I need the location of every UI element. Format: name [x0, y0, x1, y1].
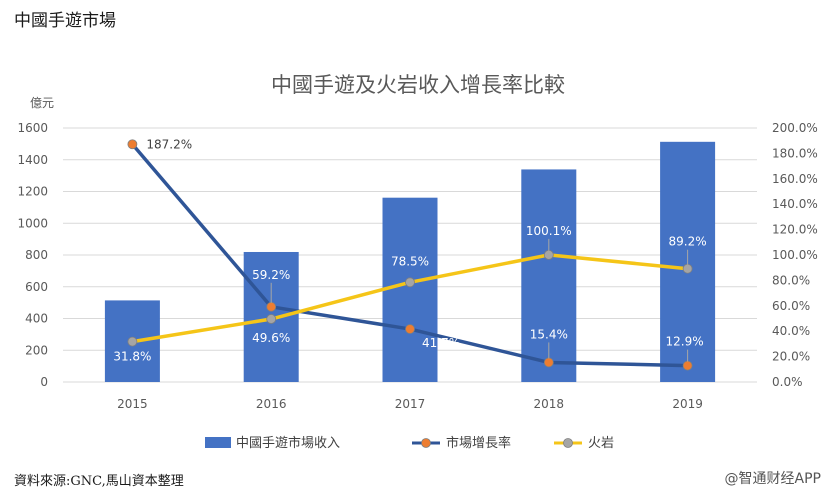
bar-series — [104, 141, 716, 382]
legend-label-line-0: 市場增長率 — [446, 435, 511, 451]
point-series-1-2018 — [543, 249, 554, 260]
watermark: @智通财经APP — [724, 471, 821, 487]
legend-label-bar: 中國手遊市場收入 — [236, 435, 340, 451]
legend-marker-1 — [563, 438, 573, 448]
legend-label-line-1: 火岩 — [588, 436, 614, 451]
y-tick-label: 1400 — [17, 153, 48, 167]
y-tick-label: 1000 — [17, 216, 48, 230]
x-tick-label: 2016 — [256, 397, 287, 411]
left-axis-ticks: 0 200 400 600 800 1000 1200 1400 1600 — [17, 121, 48, 389]
y2-tick-label: 120.0% — [772, 223, 818, 237]
y2-tick-label: 40.0% — [772, 324, 810, 338]
right-axis-ticks: 0.0% 20.0% 40.0% 60.0% 80.0% 100.0% 120.0% 140.… — [772, 121, 818, 389]
y2-tick-label: 100.0% — [772, 248, 818, 262]
legend-marker-0 — [421, 438, 431, 448]
y2-tick-label: 80.0% — [772, 273, 810, 287]
point-series-0-2016 — [266, 301, 277, 312]
data-label-series-0-2015: 187.2% — [146, 137, 192, 151]
data-labels: 187.2% 59.2% 41.7% 15.4% 12.9% 31.8% 49.6% 78.5… — [113, 137, 706, 363]
x-tick-label: 2015 — [117, 397, 148, 411]
y-tick-label: 200 — [25, 343, 48, 357]
point-series-0-2018 — [543, 357, 554, 368]
point-series-1-2017 — [405, 277, 415, 288]
page-title: 中國手遊市場 — [14, 11, 116, 31]
data-label-series-0-2016: 59.2% — [252, 268, 290, 282]
data-label-series-0-2017: 41.7% — [422, 336, 460, 350]
growth-comparison-chart: 中國手遊及火岩收入增長率比較 億元 0 200 400 600 800 1000 1200 1… — [17, 73, 818, 451]
data-label-series-1-2016: 49.6% — [252, 331, 290, 345]
legend-swatch-bar — [205, 437, 231, 448]
source-note: 資料來源:GNC,馬山資本整理 — [14, 474, 184, 489]
y2-tick-label: 20.0% — [772, 350, 810, 364]
y-tick-label: 0 — [40, 375, 48, 389]
data-label-series-1-2017: 78.5% — [391, 254, 429, 268]
chart-title: 中國手遊及火岩收入增長率比較 — [271, 73, 565, 97]
y2-tick-label: 140.0% — [772, 197, 818, 211]
x-tick-label: 2018 — [534, 397, 565, 411]
point-series-0-2015 — [127, 139, 138, 150]
y2-tick-label: 0.0% — [772, 375, 803, 389]
x-axis-ticks: 2015 2016 2017 2018 2019 — [117, 397, 703, 411]
y2-tick-label: 160.0% — [772, 172, 818, 186]
data-label-series-1-2015: 31.8% — [113, 350, 151, 364]
y2-tick-label: 60.0% — [772, 299, 810, 313]
y-tick-label: 400 — [25, 312, 48, 326]
line-series — [127, 139, 693, 371]
data-label-series-0-2018: 15.4% — [530, 327, 568, 341]
bar-2017 — [382, 197, 438, 382]
y-tick-label: 800 — [25, 248, 48, 262]
y2-tick-label: 180.0% — [772, 146, 818, 160]
point-series-1-2015 — [127, 336, 138, 347]
y-axis-unit: 億元 — [30, 96, 54, 110]
x-tick-label: 2019 — [672, 397, 703, 411]
legend: 中國手遊市場收入 市場增長率 火岩 — [205, 435, 614, 451]
y-tick-label: 600 — [25, 280, 48, 294]
point-series-1-2019 — [682, 263, 693, 274]
point-series-0-2017 — [405, 324, 415, 334]
y-tick-label: 1600 — [17, 121, 48, 135]
data-label-series-1-2018: 100.1% — [526, 224, 572, 238]
point-series-1-2016 — [266, 314, 277, 324]
data-label-series-0-2019: 12.9% — [666, 335, 704, 349]
y-tick-label: 1200 — [17, 185, 48, 199]
data-label-series-1-2019: 89.2% — [669, 235, 707, 249]
x-tick-label: 2017 — [395, 397, 426, 411]
point-series-0-2019 — [682, 360, 693, 371]
y2-tick-label: 200.0% — [772, 121, 818, 135]
